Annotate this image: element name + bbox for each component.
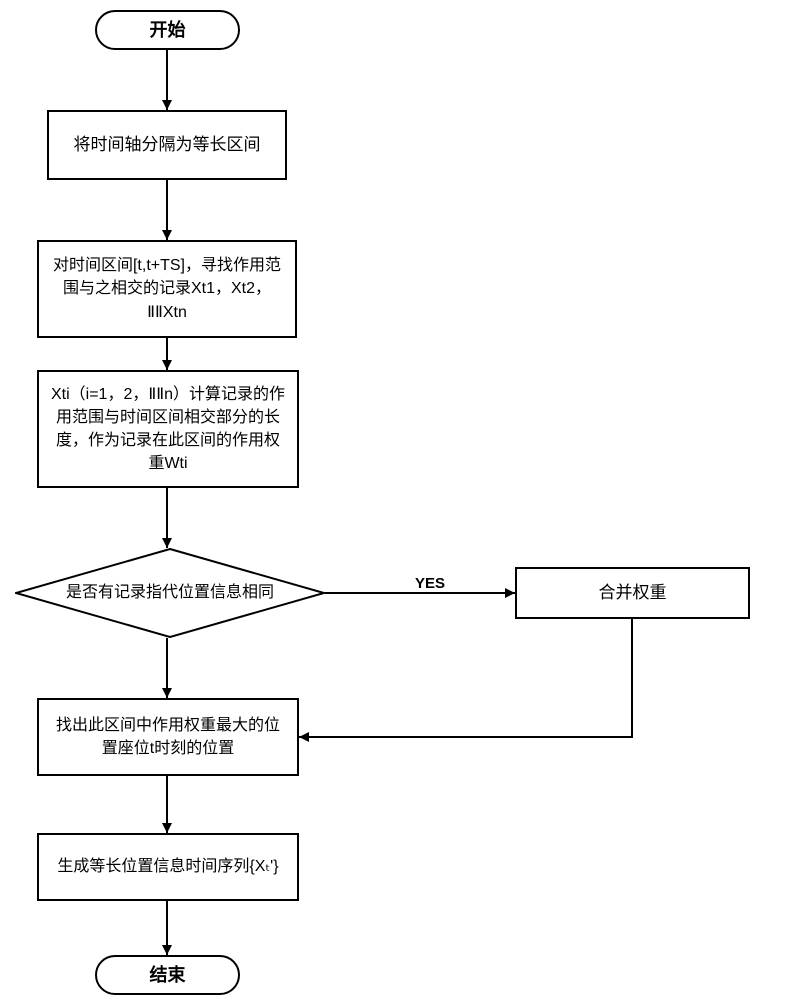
node-label-merge: 合并权重 bbox=[599, 581, 667, 606]
node-label-n1: 将时间轴分隔为等长区间 bbox=[74, 133, 261, 158]
node-n3: Xti（i=1，2，ⅡⅡn）计算记录的作用范围与时间区间相交部分的长度，作为记录… bbox=[37, 370, 299, 488]
edge-arrow bbox=[155, 889, 179, 967]
node-n2: 对时间区间[t,t+TS]，寻找作用范围与之相交的记录Xt1，Xt2，ⅡⅡXtn bbox=[37, 240, 297, 338]
node-label-n2: 对时间区间[t,t+TS]，寻找作用范围与之相交的记录Xt1，Xt2，ⅡⅡXtn bbox=[49, 254, 285, 324]
node-d1: 是否有记录指代位置信息相同 bbox=[15, 548, 325, 638]
node-label-n4: 找出此区间中作用权重最大的位置座位t时刻的位置 bbox=[49, 714, 287, 760]
edge-arrow bbox=[155, 326, 179, 382]
flowchart-canvas: 开始将时间轴分隔为等长区间对时间区间[t,t+TS]，寻找作用范围与之相交的记录… bbox=[0, 0, 787, 1000]
node-label-d1: 是否有记录指代位置信息相同 bbox=[15, 548, 325, 638]
edge-arrow bbox=[155, 38, 179, 122]
edge-arrow bbox=[155, 626, 179, 710]
edge-label-yes: YES bbox=[415, 575, 445, 592]
edge-arrow bbox=[155, 764, 179, 845]
edge-arrow bbox=[155, 168, 179, 252]
edge-arrow bbox=[155, 476, 179, 560]
node-label-n3: Xti（i=1，2，ⅡⅡn）计算记录的作用范围与时间区间相交部分的长度，作为记录… bbox=[49, 383, 287, 476]
node-label-n5: 生成等长位置信息时间序列{Xₜ'} bbox=[57, 855, 278, 878]
edge-arrow bbox=[287, 607, 644, 749]
